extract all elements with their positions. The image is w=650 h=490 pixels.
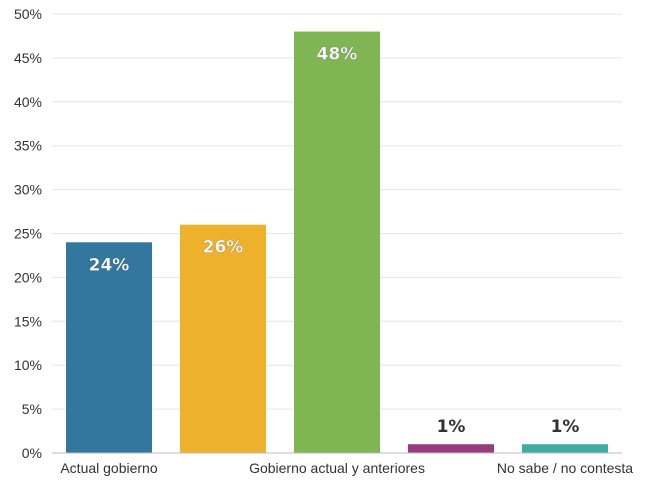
y-tick-label: 35% bbox=[14, 138, 42, 154]
y-tick-label: 0% bbox=[22, 445, 42, 461]
bar bbox=[522, 444, 608, 453]
bar bbox=[66, 242, 152, 453]
x-category-label: Gobierno actual y anteriores bbox=[249, 460, 425, 476]
x-category-label: No sabe / no contesta bbox=[497, 460, 633, 476]
bar-data-label: 1% bbox=[551, 417, 580, 437]
bar-data-label: 48% bbox=[317, 45, 358, 65]
y-tick-label: 5% bbox=[22, 401, 42, 417]
x-category-label: Actual gobierno bbox=[60, 460, 158, 476]
y-tick-label: 10% bbox=[14, 357, 42, 373]
bar bbox=[294, 31, 380, 454]
y-tick-label: 30% bbox=[14, 182, 42, 198]
bar bbox=[180, 224, 266, 453]
bar-data-label: 1% bbox=[437, 417, 466, 437]
bar-data-label: 26% bbox=[203, 238, 244, 258]
y-tick-label: 50% bbox=[14, 6, 42, 22]
y-tick-label: 15% bbox=[14, 313, 42, 329]
bar-data-label: 24% bbox=[89, 255, 130, 275]
y-tick-label: 45% bbox=[14, 50, 42, 66]
y-tick-label: 20% bbox=[14, 269, 42, 285]
y-tick-label: 25% bbox=[14, 226, 42, 242]
y-tick-label: 40% bbox=[14, 94, 42, 110]
bar bbox=[408, 444, 494, 453]
